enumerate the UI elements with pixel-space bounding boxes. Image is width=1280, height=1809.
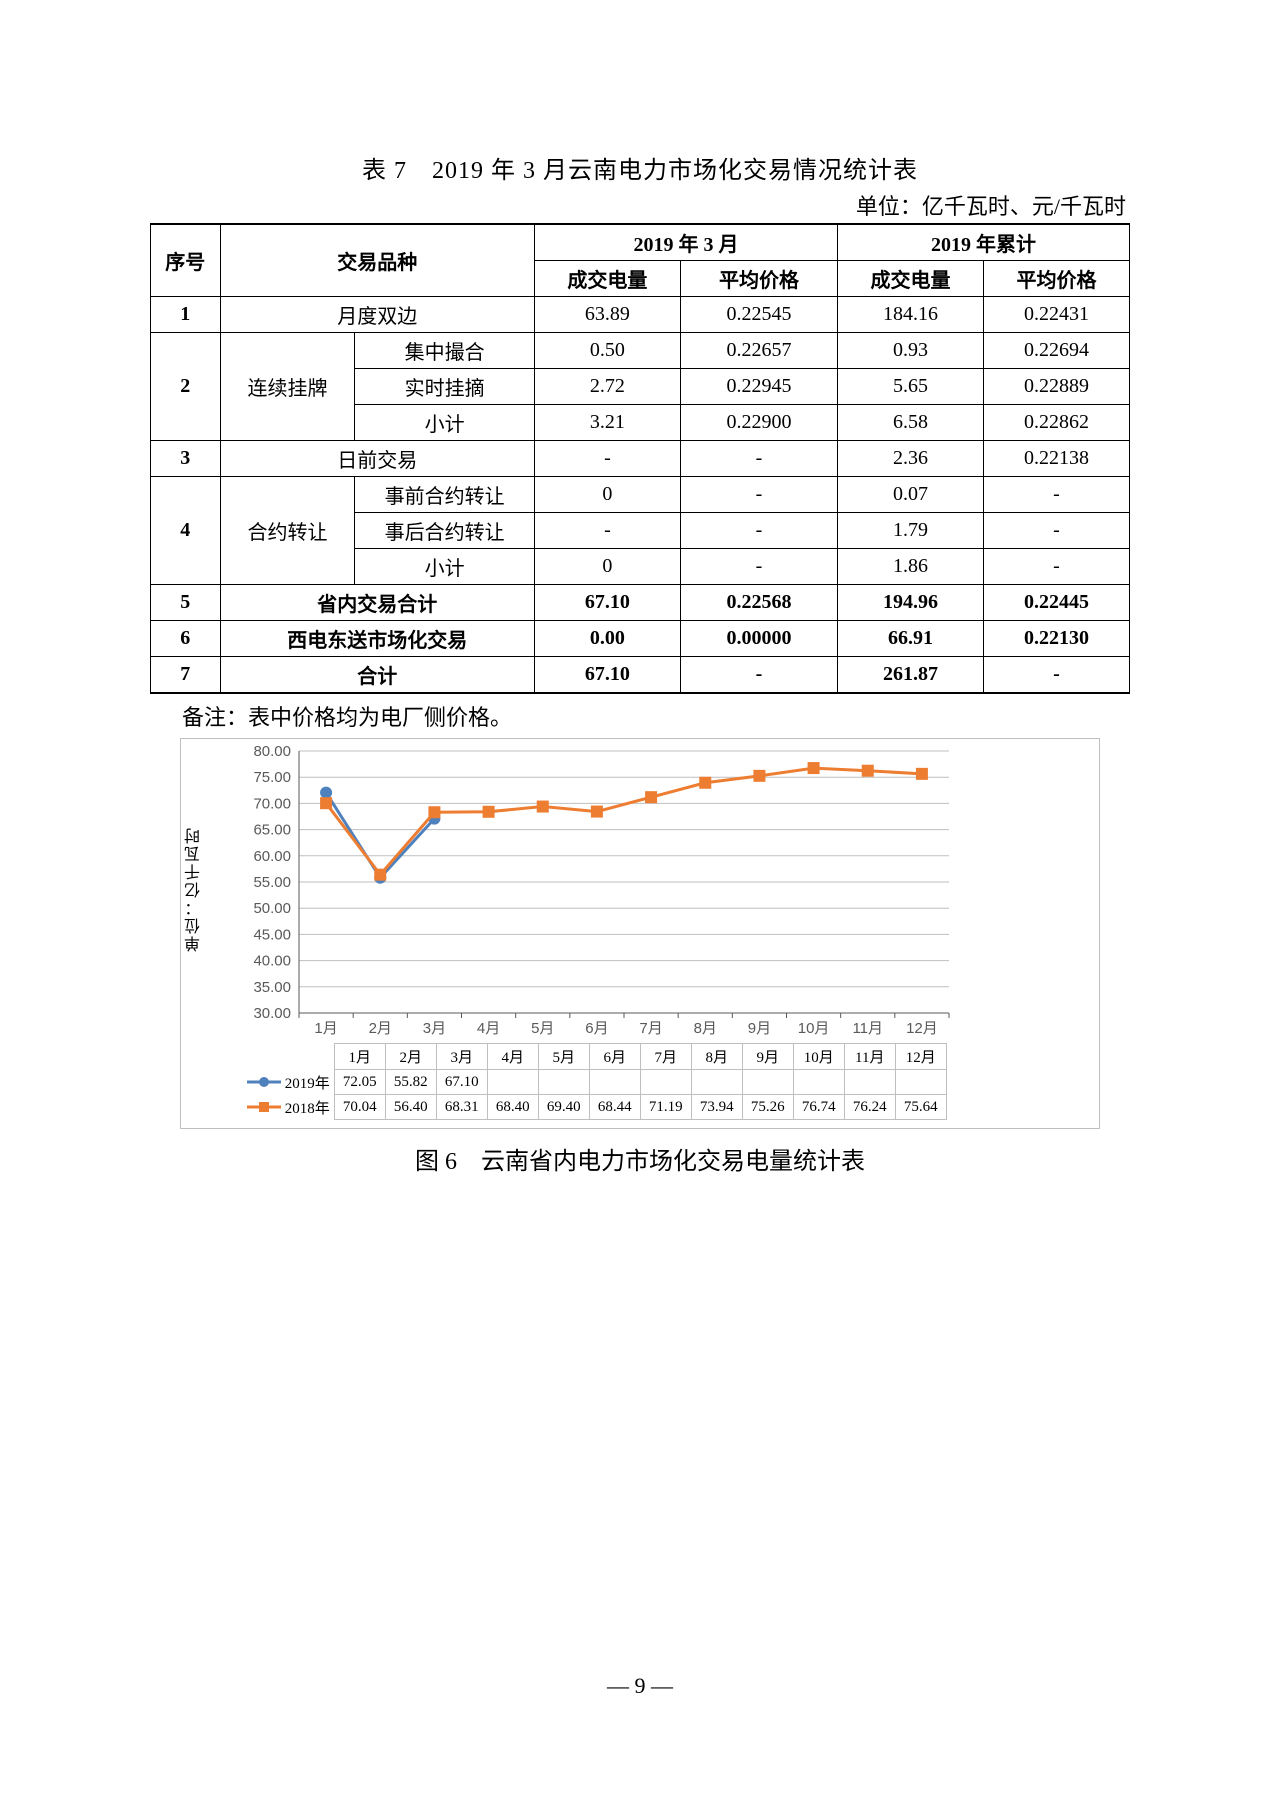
legend-label-2019: 2019年	[285, 1076, 330, 1092]
page-number: — 9 —	[0, 1673, 1280, 1699]
svg-text:10月: 10月	[798, 1020, 830, 1037]
chart-container: 单位：亿千瓦时 30.00 35.00 40.00 45.00 50.00 55.00 60…	[180, 738, 1100, 1129]
svg-text:12月: 12月	[906, 1020, 938, 1037]
svg-text:65.00: 65.00	[253, 822, 291, 839]
svg-text:5月: 5月	[531, 1020, 554, 1037]
svg-text:2月: 2月	[369, 1020, 392, 1037]
main-table: 序号 交易品种 2019 年 3 月 2019 年累计 成交电量 平均价格 成交…	[150, 223, 1130, 694]
svg-text:60.00: 60.00	[253, 848, 291, 865]
svg-text:70.00: 70.00	[253, 795, 291, 812]
table-row: 7 合计 67.10 - 261.87 -	[151, 657, 1130, 694]
col-2019-cum: 2019 年累计	[838, 224, 1130, 261]
svg-text:30.00: 30.00	[253, 1005, 291, 1022]
col-vol1: 成交电量	[534, 261, 680, 297]
svg-text:4月: 4月	[477, 1020, 500, 1037]
table-row: 4 合约转让 事前合约转让 0 - 0.07 -	[151, 477, 1130, 513]
svg-text:7月: 7月	[639, 1020, 662, 1037]
figure-caption: 图 6 云南省内电力市场化交易电量统计表	[150, 1141, 1130, 1176]
svg-text:11月: 11月	[852, 1020, 883, 1037]
svg-text:45.00: 45.00	[253, 926, 291, 943]
col-vol2: 成交电量	[838, 261, 984, 297]
table-note: 备注：表中价格均为电厂侧价格。	[182, 700, 1130, 732]
table-row: 5 省内交易合计 67.10 0.22568 194.96 0.22445	[151, 585, 1130, 621]
svg-text:50.00: 50.00	[253, 900, 291, 917]
table-row: 6 西电东送市场化交易 0.00 0.00000 66.91 0.22130	[151, 621, 1130, 657]
legend-series-2019-row: 2019年 72.05 55.82 67.10	[241, 1070, 946, 1095]
svg-text:6月: 6月	[585, 1020, 608, 1037]
line-chart: 30.00 35.00 40.00 45.00 50.00 55.00 60.00 65.00…	[209, 739, 969, 1039]
svg-text:40.00: 40.00	[253, 953, 291, 970]
chart-ylabel: 单位：亿千瓦时	[183, 826, 207, 952]
col-seq: 序号	[151, 224, 221, 297]
svg-text:80.00: 80.00	[253, 743, 291, 760]
svg-text:9月: 9月	[748, 1020, 771, 1037]
table-row: 1 月度双边 63.89 0.22545 184.16 0.22431	[151, 297, 1130, 333]
legend-marker-2019	[247, 1076, 281, 1093]
table-row: 2 连续挂牌 集中撮合 0.50 0.22657 0.93 0.22694	[151, 333, 1130, 369]
svg-text:3月: 3月	[423, 1020, 446, 1037]
legend-series-2018-row: 2018年 70.04 56.40 68.31 68.40 69.40 68.4…	[241, 1095, 946, 1120]
col-price2: 平均价格	[983, 261, 1129, 297]
col-type: 交易品种	[220, 224, 534, 297]
table-row: 3 日前交易 - - 2.36 0.22138	[151, 441, 1130, 477]
table-unit: 单位：亿千瓦时、元/千瓦时	[150, 189, 1130, 221]
legend-xaxis-row: 1月 2月 3月 4月 5月 6月 7月 8月 9月 10月 11月 12月	[241, 1044, 946, 1070]
svg-text:75.00: 75.00	[253, 769, 291, 786]
svg-text:55.00: 55.00	[253, 874, 291, 891]
col-price1: 平均价格	[680, 261, 837, 297]
svg-text:8月: 8月	[694, 1020, 717, 1037]
chart-legend-table: 1月 2月 3月 4月 5月 6月 7月 8月 9月 10月 11月 12月	[241, 1043, 947, 1120]
legend-label-2018: 2018年	[285, 1101, 330, 1117]
col-2019-3: 2019 年 3 月	[534, 224, 837, 261]
table-title: 表 7 2019 年 3 月云南电力市场化交易情况统计表	[150, 150, 1130, 185]
svg-text:35.00: 35.00	[253, 979, 291, 996]
legend-marker-2018	[247, 1101, 281, 1118]
svg-text:1月: 1月	[314, 1020, 337, 1037]
